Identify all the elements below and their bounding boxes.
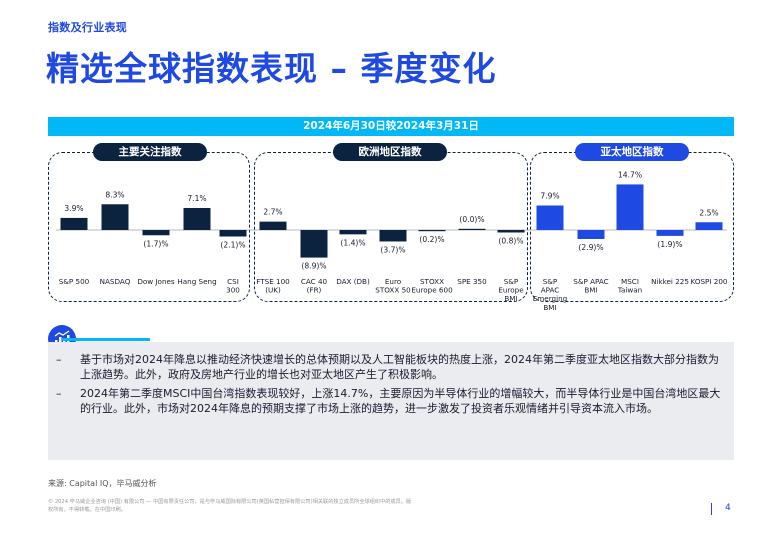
- commentary-text: 2024年第二季度MSCI中国台湾指数表现较好，上涨14.7%，主要原因为半导体…: [80, 387, 721, 415]
- bar: [695, 222, 723, 230]
- category-label: BMI: [504, 294, 517, 303]
- bar: [142, 230, 170, 236]
- category-label: S&P: [543, 277, 558, 286]
- category-label: BMI: [543, 303, 556, 312]
- data-label: (0.0)%: [459, 215, 484, 224]
- commentary-box: – 基于市场对2024年降息以推动经济快速增长的总体预期以及人工智能板块的热度上…: [48, 342, 734, 460]
- page-title: 精选全球指数表现 – 季度变化: [46, 49, 497, 88]
- category-label: STOXX: [420, 277, 444, 286]
- bar-chart: 3.9% S&P 500 8.3% NASDAQ (1.7)% Dow Jones 7.1%…: [56, 170, 728, 312]
- category-label: Emerging: [533, 294, 567, 303]
- category-label: APAC: [541, 286, 560, 295]
- bar: [101, 204, 129, 230]
- category-label: Nikkei 225: [651, 277, 689, 286]
- category-label: DAX (DB): [336, 277, 370, 286]
- group-label-major: 主要关注指数: [93, 143, 207, 161]
- category-label: BMI: [584, 286, 597, 295]
- category-label: (FR): [307, 286, 322, 295]
- bullet-dash: –: [56, 353, 62, 366]
- copyright-note: © 2024 毕马威企业咨询 (中国) 有限公司 — 中国有限责任公司，是与毕马…: [48, 499, 412, 513]
- bar: [379, 230, 407, 242]
- category-label: FTSE 100: [256, 277, 290, 286]
- category-label: Europe: [498, 286, 524, 295]
- bar: [300, 230, 328, 258]
- bar: [339, 230, 367, 235]
- category-label: Euro: [385, 277, 401, 286]
- bar: [497, 230, 525, 233]
- category-label: Taiwan: [617, 286, 642, 295]
- category-label: Europe 600: [411, 286, 453, 295]
- bar: [183, 207, 211, 230]
- data-label: (0.8)%: [498, 236, 523, 245]
- group-label-apac: 亚太地区指数: [575, 143, 689, 161]
- bar: [259, 221, 287, 230]
- section-label: 指数及行业表现: [48, 21, 128, 34]
- category-label: CSI: [227, 277, 239, 286]
- category-label: MSCI: [621, 277, 639, 286]
- data-label: 8.3%: [105, 190, 124, 199]
- category-label: NASDAQ: [100, 277, 131, 286]
- commentary-bullet: – 基于市场对2024年降息以推动经济快速增长的总体预期以及人工智能板块的热度上…: [56, 352, 722, 382]
- data-label: 3.9%: [64, 204, 83, 213]
- bar: [219, 230, 247, 237]
- data-label: (2.9)%: [578, 243, 603, 252]
- category-label: SPE 350: [457, 277, 487, 286]
- date-banner: 2024年6月30日较2024年3月31日: [48, 117, 734, 136]
- data-label: (8.9)%: [301, 262, 326, 271]
- category-label: KOSPI 200: [691, 277, 728, 286]
- bar: [577, 230, 605, 239]
- commentary-bullet: – 2024年第二季度MSCI中国台湾指数表现较好，上涨14.7%，主要原因为半…: [56, 386, 722, 416]
- data-label: (2.1)%: [220, 241, 245, 250]
- data-label: (0.2)%: [419, 235, 444, 244]
- data-label: 7.9%: [540, 192, 559, 201]
- data-label: (1.7)%: [143, 239, 168, 248]
- bar: [458, 228, 486, 230]
- category-label: S&P APAC: [573, 277, 608, 286]
- data-label: 7.1%: [187, 194, 206, 203]
- bar: [656, 230, 684, 236]
- group-label-europe: 欧洲地区指数: [333, 143, 447, 161]
- category-label: S&P 500: [59, 277, 90, 286]
- source-note: 来源: Capital IQ，毕马威分析: [48, 479, 157, 488]
- category-label: STOXX 50: [375, 286, 411, 295]
- icon-underline: [62, 338, 150, 341]
- data-label: (3.7)%: [380, 245, 405, 254]
- data-label: 2.7%: [263, 208, 282, 217]
- data-label: (1.9)%: [657, 240, 682, 249]
- bar: [616, 184, 644, 230]
- bar: [536, 205, 564, 230]
- data-label: (1.4)%: [340, 238, 365, 247]
- category-label: (UK): [265, 286, 281, 295]
- category-label: Dow Jones: [137, 277, 175, 286]
- category-label: 300: [226, 286, 240, 295]
- bar: [60, 217, 88, 230]
- category-label: Hang Seng: [177, 277, 216, 286]
- page-number: 4: [725, 503, 731, 513]
- bullet-dash: –: [56, 387, 62, 400]
- category-label: CAC 40: [301, 277, 328, 286]
- bar: [418, 230, 446, 232]
- data-label: 2.5%: [699, 208, 718, 217]
- category-label: S&P: [504, 277, 519, 286]
- data-label: 14.7%: [618, 170, 642, 179]
- commentary-text: 基于市场对2024年降息以推动经济快速增长的总体预期以及人工智能板块的热度上涨，…: [80, 353, 719, 381]
- page-separator: [711, 503, 712, 515]
